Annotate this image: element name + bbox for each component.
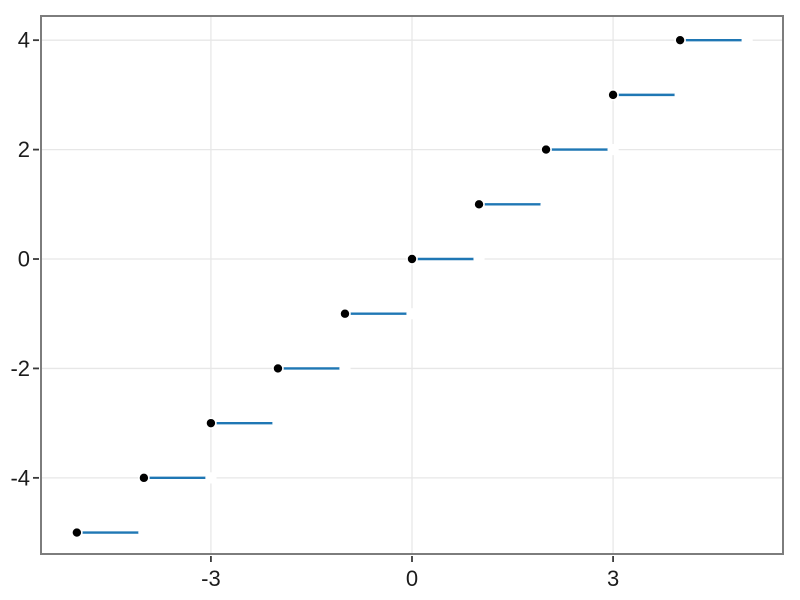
plot-frame [40, 15, 784, 555]
data-point-marker [406, 253, 418, 265]
data-point-marker [205, 417, 217, 429]
open-endpoint-marker [607, 143, 619, 156]
y-tick-label: -4 [10, 465, 30, 490]
x-tick-label: 3 [607, 566, 619, 591]
x-tick-label: -3 [201, 566, 221, 591]
open-endpoint-marker [741, 34, 753, 46]
data-point-marker [138, 472, 150, 484]
open-endpoint-marker [406, 308, 418, 320]
data-point-marker [339, 307, 351, 320]
y-tick-label: 2 [18, 137, 30, 162]
y-tick-label: 0 [18, 247, 30, 272]
open-endpoint-marker [205, 472, 217, 484]
data-point-marker [473, 198, 485, 211]
y-tick-label: 4 [18, 28, 30, 53]
data-point-marker [674, 34, 686, 46]
open-endpoint-marker [138, 526, 150, 539]
open-endpoint-marker [272, 417, 284, 429]
data-point-marker [272, 362, 284, 375]
x-tick-label: 0 [406, 566, 418, 591]
data-point-marker [607, 89, 619, 101]
open-endpoint-marker [540, 198, 552, 210]
y-tick-label: -2 [10, 356, 30, 381]
data-point-marker [540, 143, 552, 156]
data-point-marker [71, 526, 83, 539]
open-endpoint-marker [674, 89, 686, 101]
open-endpoint-marker [339, 362, 351, 375]
open-endpoint-marker [473, 253, 485, 265]
